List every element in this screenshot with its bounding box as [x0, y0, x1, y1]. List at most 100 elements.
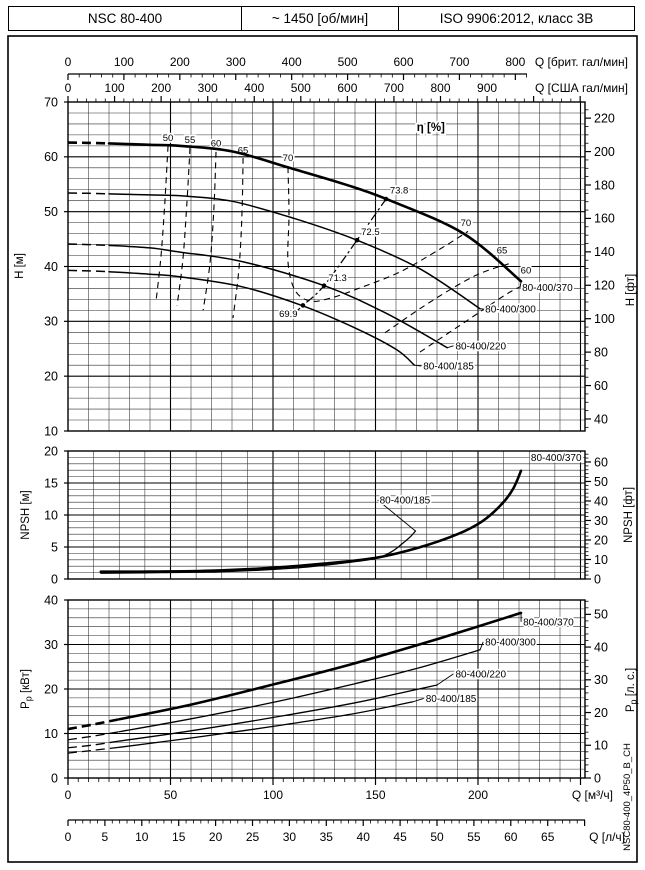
svg-text:Q [л/ч]: Q [л/ч] — [589, 830, 625, 844]
svg-text:50: 50 — [594, 608, 608, 622]
svg-text:10: 10 — [44, 424, 58, 438]
svg-text:70: 70 — [461, 218, 472, 229]
svg-text:400: 400 — [244, 81, 264, 95]
svg-text:65: 65 — [497, 245, 508, 256]
head-right-axis: 40 60 80 100 120 140 160 180 200 220 — [585, 109, 615, 428]
power-series-80-400-185: 80-400/185 — [67, 692, 479, 754]
power-y-axis-title: Pр [кВт] — [20, 669, 34, 709]
svg-text:80-400/185: 80-400/185 — [426, 694, 477, 705]
svg-text:100: 100 — [114, 55, 134, 69]
svg-text:100: 100 — [263, 788, 283, 802]
svg-text:0: 0 — [65, 830, 72, 844]
top-flow-rulers: 0 100 200 300 400 500 600 700 800 Q [брит. гал/ми… — [65, 55, 628, 102]
svg-text:30: 30 — [594, 673, 608, 687]
svg-text:30: 30 — [44, 315, 58, 329]
npsh-series-80-400-185: 80-400/185 — [100, 494, 432, 574]
svg-text:50: 50 — [164, 788, 178, 802]
svg-text:70: 70 — [44, 95, 58, 109]
svg-text:30: 30 — [283, 830, 297, 844]
svg-text:80-400/185: 80-400/185 — [423, 362, 474, 373]
svg-text:0: 0 — [65, 55, 72, 69]
svg-text:80-400/220: 80-400/220 — [455, 669, 506, 680]
svg-text:800: 800 — [505, 55, 525, 69]
svg-text:60: 60 — [594, 455, 608, 469]
svg-text:20: 20 — [594, 706, 608, 720]
svg-text:50: 50 — [163, 133, 174, 144]
svg-text:40: 40 — [357, 830, 371, 844]
svg-text:5: 5 — [102, 830, 109, 844]
svg-text:220: 220 — [594, 111, 615, 125]
svg-text:45: 45 — [393, 830, 407, 844]
svg-text:40: 40 — [44, 593, 58, 607]
svg-text:40: 40 — [44, 260, 58, 274]
svg-text:10: 10 — [135, 830, 149, 844]
svg-text:40: 40 — [594, 412, 608, 426]
svg-text:300: 300 — [226, 55, 246, 69]
svg-text:100: 100 — [105, 81, 125, 95]
head-chart: 10 20 30 40 50 60 70 40 60 80 100 120 140 160 180 200 22… — [44, 95, 615, 438]
power-grid — [68, 600, 585, 778]
npsh-y-axis-title: NPSH [м] — [20, 490, 32, 539]
pump-speed: ~ 1450 [об/мин] — [242, 7, 399, 30]
svg-text:200: 200 — [594, 145, 615, 159]
svg-text:80: 80 — [594, 345, 608, 359]
svg-text:60: 60 — [521, 266, 532, 277]
svg-text:80-400/370: 80-400/370 — [523, 617, 574, 628]
svg-text:800: 800 — [430, 81, 450, 95]
head-left-axis: 10 20 30 40 50 60 70 — [44, 95, 68, 438]
svg-text:20: 20 — [594, 533, 608, 547]
svg-text:20: 20 — [209, 830, 223, 844]
svg-text:10: 10 — [44, 727, 58, 741]
svg-text:600: 600 — [393, 55, 413, 69]
power-y-axis-title-right: Pр [л. с.] — [625, 668, 639, 712]
svg-text:35: 35 — [320, 830, 334, 844]
svg-text:55: 55 — [185, 135, 196, 146]
svg-text:30: 30 — [44, 638, 58, 652]
power-left-axis: 0 10 20 30 40 — [44, 593, 68, 785]
bottom-flow-rulers: 0 50 100 150 200 Q [м³/ч] 0 5 10 15 20 25 30 35 40 45 50… — [65, 778, 625, 844]
svg-text:500: 500 — [338, 55, 358, 69]
iso-standard: ISO 9906:2012, класс 3В — [439, 11, 594, 26]
svg-text:80-400/300: 80-400/300 — [485, 637, 536, 648]
svg-text:60: 60 — [504, 830, 518, 844]
svg-text:10: 10 — [594, 553, 608, 567]
head-series-80-400-220: 80-400/220 — [67, 243, 508, 354]
svg-text:0: 0 — [65, 81, 72, 95]
power-series-80-400-220: 80-400/220 — [67, 668, 508, 749]
svg-text:400: 400 — [282, 55, 302, 69]
svg-text:100: 100 — [594, 312, 615, 326]
svg-text:69.9: 69.9 — [279, 309, 298, 320]
eta-label: η [%] — [417, 122, 445, 134]
svg-text:200: 200 — [468, 788, 488, 802]
head-y-axis-title: H [м] — [14, 253, 26, 279]
svg-text:20: 20 — [44, 444, 58, 458]
svg-text:72.5: 72.5 — [361, 227, 380, 238]
svg-text:0: 0 — [51, 771, 58, 785]
svg-text:150: 150 — [365, 788, 385, 802]
svg-text:0: 0 — [594, 572, 601, 586]
svg-text:180: 180 — [594, 178, 615, 192]
npsh-right-axis: 0 10 20 30 40 50 60 — [585, 453, 608, 586]
svg-text:40: 40 — [594, 494, 608, 508]
figure-border — [7, 35, 638, 863]
svg-text:200: 200 — [170, 55, 190, 69]
svg-text:10: 10 — [594, 739, 608, 753]
npsh-y-axis-title-right: NPSH [фт] — [623, 487, 635, 543]
power-series-80-400-370: 80-400/370 — [67, 611, 576, 731]
power-right-axis: 0 10 20 30 40 50 — [585, 600, 608, 785]
svg-text:Q [брит. гал/мин]: Q [брит. гал/мин] — [535, 55, 628, 69]
svg-text:200: 200 — [151, 81, 171, 95]
svg-text:0: 0 — [51, 572, 58, 586]
svg-text:65: 65 — [541, 830, 555, 844]
svg-text:300: 300 — [198, 81, 218, 95]
svg-text:500: 500 — [291, 81, 311, 95]
svg-text:15: 15 — [172, 830, 186, 844]
best-efficiency-line: 69.9 71.3 72.5 73.8 — [277, 184, 410, 322]
svg-text:80-400/300: 80-400/300 — [485, 305, 536, 316]
svg-text:60: 60 — [594, 379, 608, 393]
svg-text:80-400/220: 80-400/220 — [455, 341, 506, 352]
svg-text:160: 160 — [594, 212, 615, 226]
